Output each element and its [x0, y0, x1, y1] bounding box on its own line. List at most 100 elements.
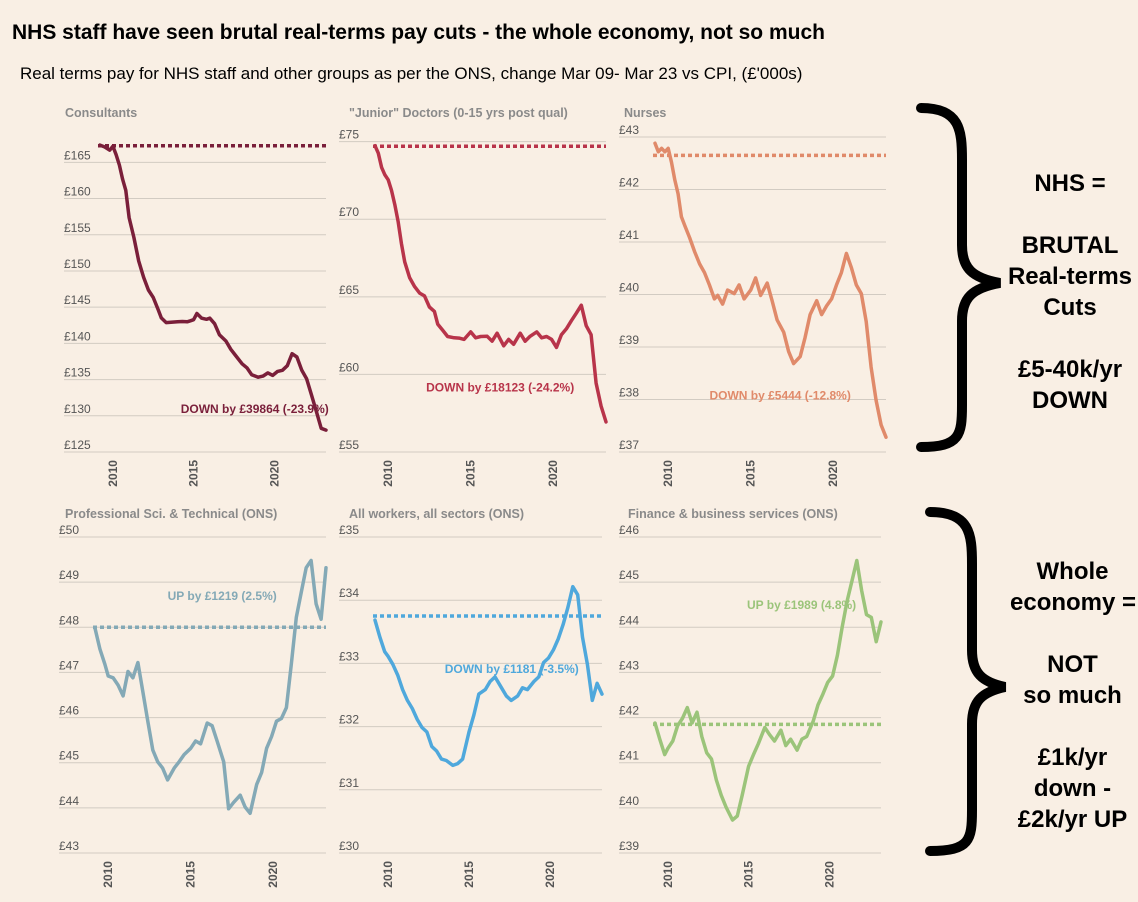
y-tick-label: £145	[64, 293, 91, 307]
summary-line	[1000, 199, 1138, 230]
summary-line: BRUTAL	[1021, 232, 1119, 259]
y-tick-label: £38	[619, 386, 639, 400]
summary-line: DOWN	[1032, 387, 1108, 414]
y-tick-label: £32	[339, 713, 359, 727]
series-line	[653, 558, 883, 822]
series-line	[98, 143, 328, 432]
summary-line: Whole	[1036, 558, 1109, 585]
y-tick-label: £40	[619, 281, 639, 295]
summary-line: NHS =	[1034, 170, 1106, 197]
summary-line: £5-40k/yr	[1017, 356, 1123, 383]
y-tick-label: £155	[64, 221, 91, 235]
summary-line: Real-terms	[1007, 263, 1133, 290]
change-annotation: DOWN by £18123 (-24.2%)	[426, 380, 574, 394]
chart-panel: All workers, all sectors (ONS) £30 £31 £32 £…	[339, 507, 604, 888]
y-tick-label: £43	[619, 123, 639, 137]
page-title: NHS staff have seen brutal real-terms pa…	[12, 21, 825, 44]
chart-panel: Consultants £125 £130 £135 £140 £145 £150 £155 £…	[64, 106, 329, 487]
y-tick-label: £45	[619, 568, 639, 582]
x-tick-label: 2020	[546, 460, 560, 487]
y-tick-label: £50	[59, 523, 79, 537]
change-annotation: DOWN by £5444 (-12.8%)	[709, 389, 850, 403]
chart-panel: Nurses £37 £38 £39 £40 £41 £42 £43 2010 2015 2020 D…	[619, 106, 888, 487]
summary-line: NOT	[1047, 651, 1098, 678]
y-tick-label: £39	[619, 839, 639, 853]
y-tick-label: £41	[619, 228, 639, 242]
page-subtitle: Real terms pay for NHS staff and other g…	[20, 64, 803, 83]
summary-line	[1010, 618, 1135, 649]
y-tick-label: £34	[339, 586, 359, 600]
chart-panel: Finance & business services (ONS) £39 £40 £…	[619, 507, 883, 888]
x-tick-label: 2010	[381, 861, 395, 888]
chart-panel: "Junior" Doctors (0-15 yrs post qual) £55…	[339, 106, 608, 487]
x-tick-label: 2010	[661, 861, 675, 888]
summary-line: £2k/yr UP	[1017, 806, 1128, 833]
chart-title: "Junior" Doctors (0-15 yrs post qual)	[349, 106, 568, 120]
x-tick-label: 2015	[187, 460, 201, 487]
y-tick-label: £39	[619, 333, 639, 347]
x-tick-label: 2020	[826, 460, 840, 487]
summary-line: £1k/yr	[1037, 744, 1108, 771]
y-tick-label: £135	[64, 366, 91, 380]
summary-line: Cuts	[1043, 294, 1097, 321]
x-tick-label: 2020	[543, 861, 557, 888]
chart-title: All workers, all sectors (ONS)	[349, 507, 524, 521]
series-line	[653, 141, 888, 439]
y-tick-label: £31	[339, 776, 359, 790]
x-tick-label: 2015	[744, 460, 758, 487]
change-annotation: DOWN by £1181 (-3.5%)	[445, 662, 579, 676]
x-tick-label: 2010	[661, 460, 675, 487]
y-tick-label: £130	[64, 402, 91, 416]
series-line	[373, 143, 608, 424]
y-tick-label: £165	[64, 148, 91, 162]
summary-line: down -	[1033, 775, 1112, 802]
y-tick-label: £44	[59, 794, 79, 808]
x-tick-label: 2010	[101, 861, 115, 888]
y-tick-label: £70	[339, 205, 359, 219]
y-tick-label: £35	[339, 523, 359, 537]
y-tick-label: £140	[64, 329, 91, 343]
y-tick-label: £30	[339, 839, 359, 853]
y-tick-label: £49	[59, 568, 79, 582]
y-tick-label: £44	[619, 613, 639, 627]
change-annotation: UP by £1219 (2.5%)	[168, 589, 277, 603]
y-tick-label: £125	[64, 438, 91, 452]
y-tick-label: £48	[59, 613, 79, 627]
x-tick-label: 2015	[464, 460, 478, 487]
chart-title: Consultants	[65, 106, 137, 120]
y-tick-label: £42	[619, 704, 639, 718]
y-tick-label: £65	[339, 283, 359, 297]
y-tick-label: £43	[619, 658, 639, 672]
series-line	[93, 558, 328, 816]
summary-line	[1010, 711, 1135, 742]
y-tick-label: £40	[619, 794, 639, 808]
change-annotation: UP by £1989 (4.8%)	[747, 598, 856, 612]
summary-line	[1000, 323, 1138, 354]
y-tick-label: £75	[339, 128, 359, 142]
y-tick-label: £33	[339, 649, 359, 663]
chart-title: Professional Sci. & Technical (ONS)	[65, 507, 277, 521]
x-tick-label: 2020	[822, 861, 836, 888]
y-tick-label: £60	[339, 360, 359, 374]
chart-title: Finance & business services (ONS)	[628, 507, 838, 521]
summary-line: economy =	[1010, 589, 1137, 616]
y-tick-label: £160	[64, 185, 91, 199]
summary-line: so much	[1023, 682, 1122, 709]
x-tick-label: 2015	[462, 861, 476, 888]
x-tick-label: 2015	[184, 861, 198, 888]
y-tick-label: £46	[59, 704, 79, 718]
chart-panel: Professional Sci. & Technical (ONS) £43 £4…	[59, 507, 328, 888]
chart-title: Nurses	[624, 106, 666, 120]
nhs-brace-icon	[916, 103, 1001, 452]
y-tick-label: £41	[619, 749, 639, 763]
economy-brace-icon	[925, 507, 1007, 856]
y-tick-label: £37	[619, 438, 639, 452]
x-tick-label: 2015	[742, 861, 756, 888]
y-tick-label: £43	[59, 839, 79, 853]
x-tick-label: 2010	[106, 460, 120, 487]
y-tick-label: £46	[619, 523, 639, 537]
y-tick-label: £42	[619, 176, 639, 190]
x-tick-label: 2020	[266, 861, 280, 888]
change-annotation: DOWN by £39864 (-23.9%)	[181, 402, 329, 416]
